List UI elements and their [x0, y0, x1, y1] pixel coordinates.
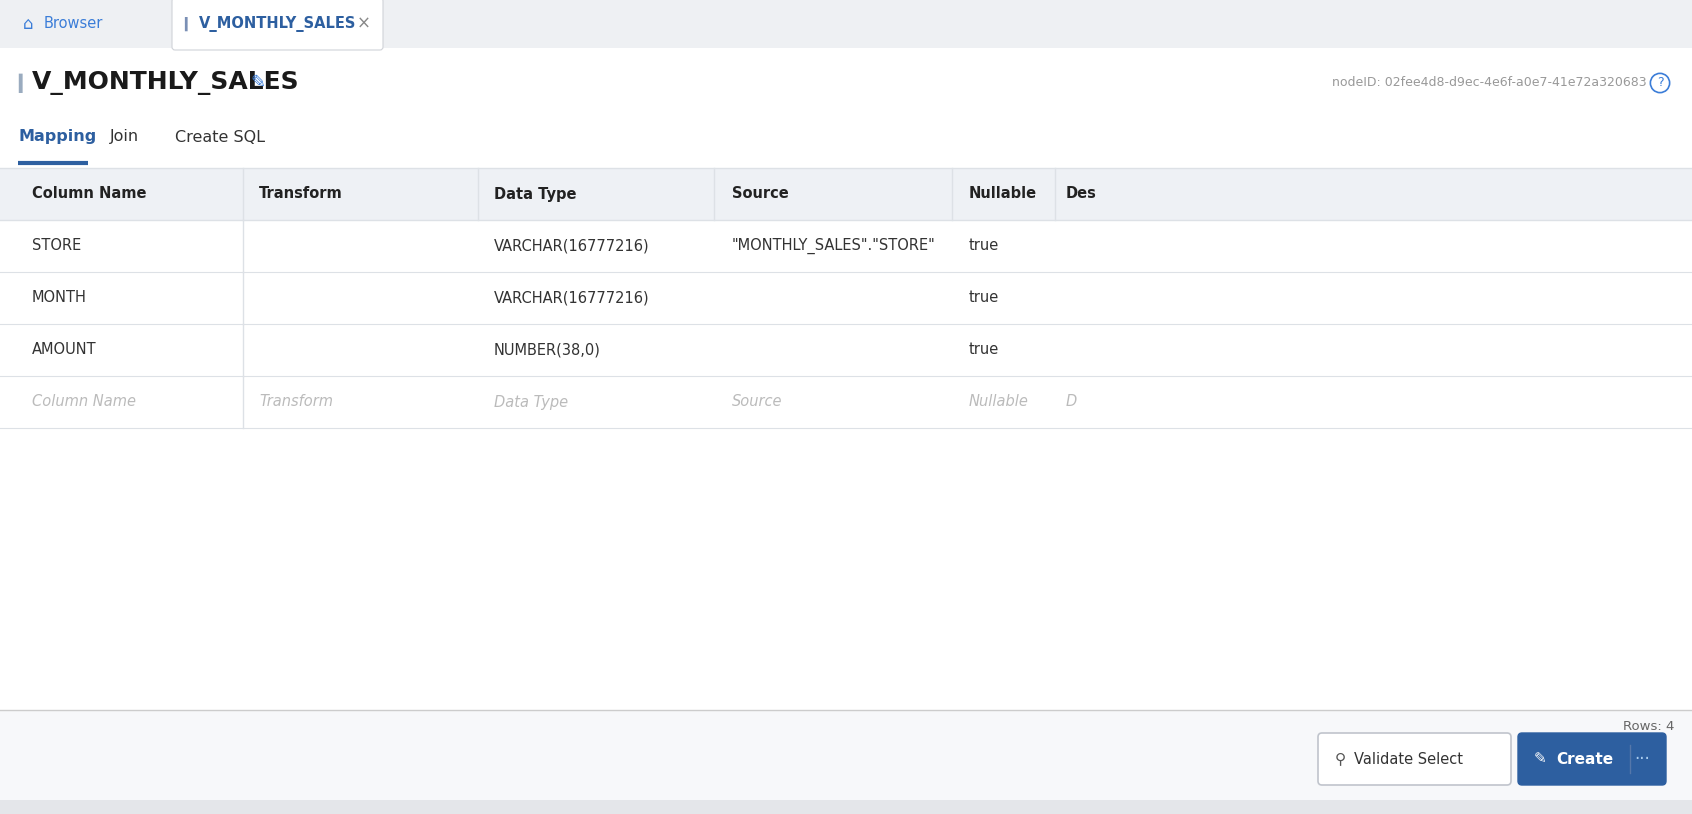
- Text: Nullable: Nullable: [970, 186, 1037, 202]
- Text: D: D: [1066, 395, 1078, 409]
- Bar: [0, 0, 1692, 48]
- Text: Data Type: Data Type: [494, 186, 577, 202]
- Text: VARCHAR(16777216): VARCHAR(16777216): [494, 291, 650, 305]
- Text: ?: ?: [1656, 77, 1663, 90]
- Text: ▎: ▎: [184, 17, 195, 31]
- Text: "MONTHLY_SALES"."STORE": "MONTHLY_SALES"."STORE": [733, 238, 936, 254]
- Text: true: true: [970, 291, 1000, 305]
- Text: Rows: 4: Rows: 4: [1623, 720, 1673, 733]
- FancyBboxPatch shape: [173, 0, 382, 50]
- Text: ···: ···: [1634, 750, 1650, 768]
- Text: MONTH: MONTH: [32, 291, 86, 305]
- Text: V_MONTHLY_SALES: V_MONTHLY_SALES: [32, 71, 299, 95]
- Text: NUMBER(38,0): NUMBER(38,0): [494, 343, 601, 357]
- Bar: [0, 220, 1692, 272]
- Bar: [0, 324, 1692, 376]
- Text: Join: Join: [110, 129, 139, 145]
- FancyBboxPatch shape: [1518, 733, 1667, 785]
- Text: VARCHAR(16777216): VARCHAR(16777216): [494, 239, 650, 253]
- Text: Data Type: Data Type: [494, 395, 569, 409]
- Text: ✎: ✎: [1533, 751, 1546, 767]
- Text: Column Name: Column Name: [32, 395, 135, 409]
- Bar: [0, 272, 1692, 324]
- Text: Transform: Transform: [259, 186, 343, 202]
- Text: STORE: STORE: [32, 239, 81, 253]
- Bar: [0, 168, 1692, 220]
- Text: Mapping: Mapping: [19, 129, 96, 145]
- Text: Column Name: Column Name: [32, 186, 147, 202]
- Text: AMOUNT: AMOUNT: [32, 343, 96, 357]
- Text: ×: ×: [357, 15, 371, 33]
- Text: ⚲: ⚲: [1335, 751, 1345, 767]
- Text: ⌂: ⌂: [22, 15, 34, 33]
- Text: Transform: Transform: [259, 395, 333, 409]
- Text: Create: Create: [1557, 751, 1612, 767]
- Text: true: true: [970, 343, 1000, 357]
- Text: Create SQL: Create SQL: [174, 129, 266, 145]
- Text: Source: Source: [733, 395, 782, 409]
- Text: nodeID: 02fee4d8-d9ec-4e6f-a0e7-41e72a320683: nodeID: 02fee4d8-d9ec-4e6f-a0e7-41e72a32…: [1332, 77, 1646, 90]
- Bar: [0, 710, 1692, 800]
- FancyBboxPatch shape: [1318, 733, 1511, 785]
- Bar: [0, 800, 1692, 814]
- Text: Source: Source: [733, 186, 788, 202]
- Text: Des: Des: [1066, 186, 1096, 202]
- Text: true: true: [970, 239, 1000, 253]
- Text: ✎: ✎: [250, 74, 266, 92]
- Text: V_MONTHLY_SALES: V_MONTHLY_SALES: [200, 16, 357, 32]
- Text: Nullable: Nullable: [970, 395, 1029, 409]
- Text: ▎: ▎: [19, 73, 34, 93]
- Text: Validate Select: Validate Select: [1354, 751, 1464, 767]
- Bar: [0, 376, 1692, 428]
- Text: Browser: Browser: [44, 16, 103, 32]
